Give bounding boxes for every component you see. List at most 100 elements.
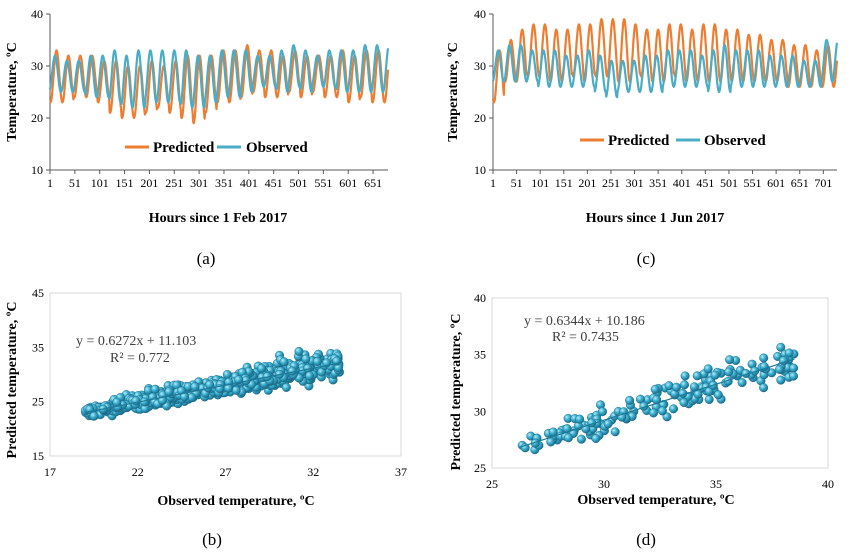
panel-d-data-point (650, 384, 660, 394)
panel-c-x-tick-label: 601 (767, 176, 785, 190)
panel-c-x-tick-labels: 1 51 101 151 201 251 301 351 401 451 501 551 601 651 7… (490, 176, 832, 190)
panel-b-y-axis-title: Predicted temperature, ºC (5, 302, 20, 459)
panel-d-data-point (737, 378, 747, 388)
panel-b-x-tick-label: 37 (395, 465, 407, 479)
panel-d-data-point (680, 371, 690, 381)
panel-d-y-tick-label: 30 (474, 404, 486, 418)
panel-c-x-tick-label: 51 (511, 176, 523, 190)
panel-d-y-tick-label: 25 (474, 461, 486, 475)
panel-d-data-point (575, 414, 585, 424)
panel-b-y-tick-label: 15 (32, 449, 44, 463)
panel-b-data-point (131, 396, 141, 406)
panel-b-data-point (231, 385, 241, 395)
panel-c-series-observed-line (491, 38, 839, 99)
panel-a-y-tick-label: 20 (31, 111, 43, 125)
panel-b-y-tick-label: 45 (32, 286, 44, 300)
panel-d-points (517, 342, 799, 455)
panel-a-y-axis-title: Temperature, ºC (5, 42, 20, 142)
panel-d-x-tick-label: 25 (486, 477, 498, 491)
panel-d-data-point (657, 406, 667, 416)
panel-c-legend-predicted-label: Predicted (608, 133, 670, 149)
panel-b-data-point (222, 370, 232, 380)
panel-a-x-tick-label: 401 (240, 176, 258, 190)
panel-d-data-point (789, 371, 799, 381)
panel-a-series (48, 44, 390, 125)
panel-c-legend-observed-label: Observed (704, 133, 766, 149)
panel-b-data-point (301, 354, 311, 364)
panel-a-x-tick-label: 151 (116, 176, 134, 190)
panel-a-x-tick-labels: 1 51 101 151 201 251 301 351 401 451 501 551 601 651 (47, 176, 382, 190)
panel-d-r-squared: R² = 0.7435 (552, 330, 619, 345)
panel-b-data-point (257, 363, 267, 373)
panel-c-x-tick-label: 201 (578, 176, 596, 190)
panel-a-label: (a) (197, 249, 216, 268)
panel-a-legend-predicted-label: Predicted (153, 140, 215, 156)
panel-c-x-tick-label: 451 (696, 176, 714, 190)
panel-d-data-point (759, 383, 769, 393)
panel-c-x-tick-label: 101 (531, 176, 549, 190)
panel-c-x-tick-label: 551 (744, 176, 762, 190)
panel-d-data-point (598, 407, 608, 417)
panel-d-data-point (789, 363, 799, 373)
panel-d-data-point (664, 381, 674, 391)
panel-b-data-point (305, 371, 315, 381)
panel-b-x-tick-label: 17 (44, 465, 56, 479)
panel-b-x-tick-labels: 17 22 27 32 37 (44, 465, 407, 479)
panel-b-label: (b) (202, 530, 222, 549)
panel-a-x-tick-label: 101 (91, 176, 109, 190)
panel-c-x-tick-label: 651 (791, 176, 809, 190)
panel-b-x-tick-label: 27 (220, 465, 232, 479)
panel-d-label: (d) (636, 530, 656, 549)
panel-d-data-point (649, 408, 659, 418)
panel-d-data-point (776, 375, 786, 385)
panel-d-data-point (680, 380, 690, 390)
panel-a-legend: Predicted Observed (125, 140, 308, 156)
panel-d-y-tick-labels: 25 30 35 40 (474, 291, 486, 475)
panel-b-plot-frame (49, 292, 402, 457)
panel-d-data-point (710, 370, 720, 380)
panel-b-x-tick-label: 22 (132, 465, 144, 479)
panel-c-x-axis-title: Hours since 1 Jun 2017 (586, 211, 724, 226)
panel-c-series (491, 18, 839, 104)
panel-d-x-tick-label: 40 (822, 477, 834, 491)
panel-c-y-tick-labels: 10 20 30 40 (474, 7, 486, 177)
panel-b-data-point (279, 357, 289, 367)
panel-d-data-point (725, 355, 735, 365)
panel-b-data-point (294, 346, 304, 356)
panel-b-data-point (312, 357, 322, 367)
panel-b-equation: y = 0.6272x + 11.103 (76, 334, 196, 349)
panel-d-data-point (776, 342, 786, 352)
panel-d-equation: y = 0.6344x + 10.186 (524, 314, 645, 329)
panel-d-y-tick-label: 35 (474, 348, 486, 362)
panel-a-axes (46, 13, 388, 174)
panel-c-label: (c) (637, 249, 656, 268)
panel-c-x-tick-label: 701 (814, 176, 832, 190)
panel-a-x-tick-label: 1 (47, 176, 53, 190)
panel-c-y-tick-label: 10 (474, 163, 486, 177)
panel-c-y-tick-label: 20 (474, 111, 486, 125)
panel-a-x-tick-label: 51 (69, 176, 81, 190)
panel-a-x-tick-label: 501 (290, 176, 308, 190)
panel-b-y-tick-label: 35 (32, 340, 44, 354)
panel-c-x-tick-label: 151 (555, 176, 573, 190)
panel-a-y-tick-label: 10 (31, 163, 43, 177)
panel-c-y-axis-title: Temperature, ºC (446, 42, 461, 142)
panel-a-x-tick-label: 451 (265, 176, 283, 190)
panel-c-x-tick-label: 351 (649, 176, 667, 190)
panel-d-plot-frame (491, 297, 829, 469)
panel-d-trendline (518, 358, 795, 449)
panel-a-x-tick-label: 601 (339, 176, 357, 190)
panel-a-y-tick-label: 40 (31, 7, 43, 21)
panel-d-data-point (784, 348, 794, 358)
panel-b-data-point (205, 380, 215, 390)
panel-a-y-tick-label: 30 (31, 59, 43, 73)
panel-a-series-observed-line (48, 44, 390, 109)
panel-b-data-point (179, 392, 189, 402)
panel-a-x-tick-label: 651 (364, 176, 382, 190)
panel-a-x-tick-label: 201 (140, 176, 158, 190)
panel-d-x-axis-title: Observed temperature, ºC (577, 493, 734, 508)
panel-d-data-point (775, 364, 785, 374)
panel-d-y-axis-title: Predicted temperature, ºC (449, 314, 464, 471)
